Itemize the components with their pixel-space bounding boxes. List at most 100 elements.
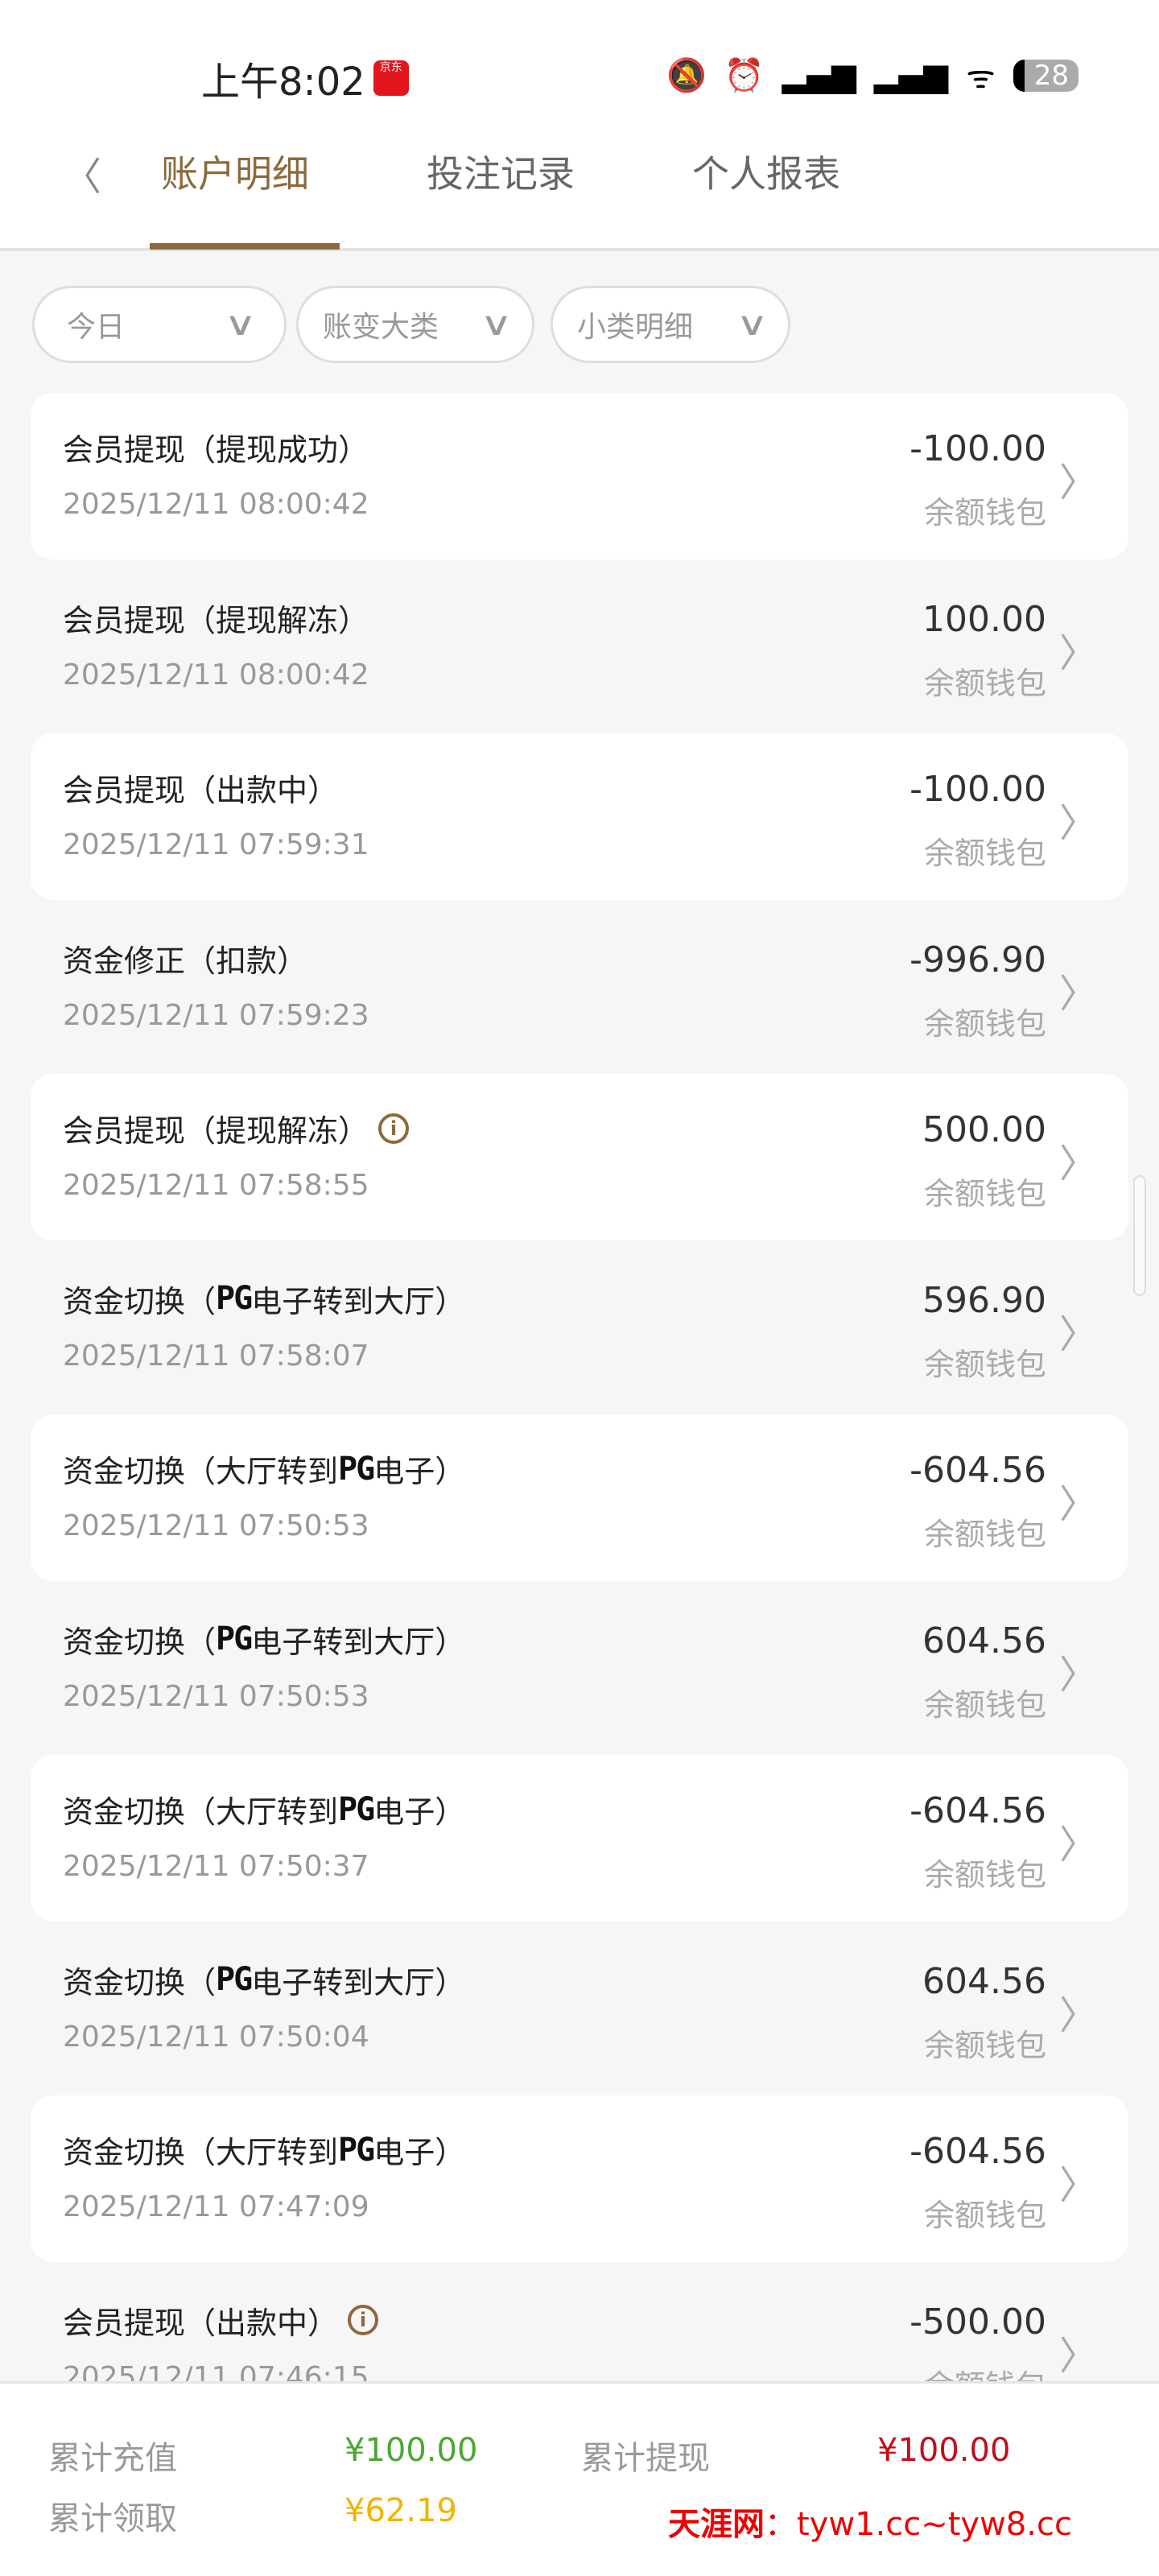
chevron-right-icon: 〉 <box>1058 630 1098 676</box>
transaction-row[interactable]: 资金切换（大厅转到 PG 电子） 2025/12/11 07:50:37 -604.5… <box>31 1755 1128 1922</box>
transaction-row[interactable]: 资金切换（ PG 电子转到大厅） 2025/12/11 07:58:07 596.90… <box>31 1245 1128 1411</box>
title-text-suffix: 电子） <box>373 1794 466 1830</box>
signal-icon: ▂▄▆ <box>873 56 949 94</box>
summary-footer: 累计充值 ¥100.00 累计提现 ¥100.00 累计领取 ¥62.19 天涯… <box>0 2381 1159 2576</box>
transaction-title: 会员提现（出款中） <box>63 766 338 810</box>
transaction-amount: -100.00 <box>909 428 1046 469</box>
title-text: 会员提现（提现解冻） <box>63 602 369 638</box>
chevron-right-icon: 〉 <box>1058 1141 1098 1187</box>
filter-label: 今日 <box>67 311 126 344</box>
wallet-label: 余额钱包 <box>923 2198 1046 2233</box>
transaction-date: 2025/12/11 08:00:42 <box>63 488 369 521</box>
transaction-date: 2025/12/11 07:50:37 <box>63 1850 369 1883</box>
wallet-label: 余额钱包 <box>923 836 1046 871</box>
transaction-amount: -604.56 <box>909 1450 1046 1491</box>
title-text-suffix: 电子） <box>373 1454 466 1489</box>
wallet-label: 余额钱包 <box>923 495 1046 530</box>
alarm-icon: ⏰ <box>724 57 765 94</box>
title-text: 资金切换（大厅转到 <box>63 1454 339 1489</box>
title-text: 会员提现（提现解冻） <box>63 1113 369 1149</box>
wallet-label: 余额钱包 <box>923 665 1046 701</box>
transaction-amount: -500.00 <box>909 2301 1046 2343</box>
wallet-label: 余额钱包 <box>923 1686 1046 1723</box>
wallet-label: 余额钱包 <box>923 2027 1046 2063</box>
transaction-title: 资金切换（大厅转到 PG 电子） <box>63 2128 465 2172</box>
watermark: 天涯网：tyw1.cc~tyw8.cc <box>668 2498 1072 2545</box>
transaction-amount: -604.56 <box>909 1790 1046 1831</box>
withdraw-label: 累计提现 <box>581 2440 710 2477</box>
wallet-label: 余额钱包 <box>923 1346 1046 1382</box>
recharge-label: 累计充值 <box>48 2440 177 2477</box>
wallet-label: 余额钱包 <box>923 1857 1046 1893</box>
transaction-title: 会员提现（提现解冻） <box>63 596 369 640</box>
chevron-right-icon: 〉 <box>1058 1652 1098 1698</box>
chevron-right-icon: 〉 <box>1058 2333 1098 2379</box>
transaction-date: 2025/12/11 07:59:31 <box>63 828 369 861</box>
title-text: 资金切换（大厅转到 <box>63 1794 339 1830</box>
transaction-title: 资金切换（ PG 电子转到大厅） <box>63 1958 465 2002</box>
active-tab-indicator <box>150 243 340 250</box>
title-text: 会员提现（提现成功） <box>63 432 369 468</box>
title-text-suffix: 电子转到大厅） <box>251 1964 466 2000</box>
chevron-down-icon: ∨ <box>223 306 257 343</box>
pg-logo: PG <box>216 1961 253 1998</box>
transaction-title: 资金切换（大厅转到 PG 电子） <box>63 1447 465 1491</box>
transaction-title: 会员提现（出款中） i <box>63 2298 379 2343</box>
transaction-row[interactable]: 资金切换（ PG 电子转到大厅） 2025/12/11 07:50:04 604.56… <box>31 1926 1128 2092</box>
wifi-icon: ᯤ <box>966 59 996 96</box>
transaction-row[interactable]: 资金切换（大厅转到 PG 电子） 2025/12/11 07:47:09 -604.5… <box>31 2095 1128 2262</box>
transaction-amount: -100.00 <box>909 769 1046 810</box>
jd-app-icon: 京东 <box>373 60 409 96</box>
filter-date[interactable]: 今日 ∨ <box>32 286 287 363</box>
title-text-suffix: 电子转到大厅） <box>251 1624 466 1660</box>
pg-logo: PG <box>216 1620 253 1657</box>
transaction-title: 资金修正（扣款） <box>63 936 307 980</box>
transaction-amount: -604.56 <box>909 2131 1046 2172</box>
transaction-row[interactable]: 资金切换（ PG 电子转到大厅） 2025/12/11 07:50:53 604.56… <box>31 1585 1128 1752</box>
filter-label: 小类明细 <box>577 311 694 344</box>
back-button[interactable]: 〈 <box>63 155 102 200</box>
title-text-suffix: 电子） <box>373 2135 466 2170</box>
title-text: 资金修正（扣款） <box>63 943 308 979</box>
info-icon[interactable]: i <box>348 2305 379 2335</box>
transaction-date: 2025/12/11 07:58:55 <box>63 1169 369 1202</box>
transaction-title: 会员提现（提现解冻） i <box>63 1106 410 1150</box>
transaction-title: 资金切换（ PG 电子转到大厅） <box>63 1617 465 1662</box>
transaction-amount: 604.56 <box>922 1620 1046 1662</box>
scrollbar[interactable] <box>1133 1175 1146 1296</box>
transaction-amount: 604.56 <box>922 1960 1046 2002</box>
transaction-row[interactable]: 会员提现（出款中） 2025/12/11 07:59:31 -100.00 余额钱… <box>31 733 1128 900</box>
watermark-text: ：tyw1.cc~tyw8.cc <box>765 2506 1072 2543</box>
info-icon[interactable]: i <box>378 1113 410 1144</box>
watermark-brand: 天涯网 <box>668 2506 765 2543</box>
tab-personal-report[interactable]: 个人报表 <box>692 152 840 196</box>
transaction-date: 2025/12/11 07:47:09 <box>63 2190 369 2223</box>
tab-bet-records[interactable]: 投注记录 <box>427 152 575 196</box>
chevron-right-icon: 〉 <box>1058 460 1098 506</box>
transaction-row[interactable]: 会员提现（提现成功） 2025/12/11 08:00:42 -100.00 余额… <box>31 393 1128 559</box>
transaction-amount: -996.90 <box>909 939 1046 980</box>
transaction-amount: 596.90 <box>922 1279 1046 1321</box>
transaction-row[interactable]: 资金切换（大厅转到 PG 电子） 2025/12/11 07:50:53 -604.5… <box>31 1414 1128 1581</box>
transaction-date: 2025/12/11 07:50:04 <box>63 2020 369 2054</box>
wallet-label: 余额钱包 <box>923 1176 1046 1212</box>
transaction-date: 2025/12/11 07:58:07 <box>63 1339 369 1373</box>
filter-subcategory[interactable]: 小类明细 ∨ <box>551 286 790 363</box>
claim-value: ¥62.19 <box>344 2492 457 2529</box>
header: 上午8:02 京东 🔕 ⏰ ▂▄▆ ▂▄▆ ᯤ 28 〈 账户明细 投注记录 个人… <box>0 0 1159 251</box>
tab-account-details[interactable]: 账户明细 <box>161 152 309 196</box>
transaction-row[interactable]: 会员提现（提现解冻） i 2025/12/11 07:58:55 500.00 余额… <box>31 1074 1128 1241</box>
signal-icon: ▂▄▆ <box>782 56 856 94</box>
filter-category[interactable]: 账变大类 ∨ <box>296 286 534 363</box>
transaction-row[interactable]: 会员提现（提现解冻） 2025/12/11 08:00:42 100.00 余额钱… <box>31 564 1128 730</box>
pg-logo: PG <box>338 1450 375 1488</box>
chevron-right-icon: 〉 <box>1058 1823 1098 1868</box>
chevron-down-icon: ∨ <box>479 306 513 343</box>
status-icons: 🔕 ⏰ ▂▄▆ ▂▄▆ ᯤ 28 <box>666 53 1079 97</box>
chevron-right-icon: 〉 <box>1058 801 1098 846</box>
title-text: 会员提现（出款中） <box>63 773 339 808</box>
title-text: 资金切换（ <box>63 1283 217 1319</box>
transaction-row[interactable]: 资金修正（扣款） 2025/12/11 07:59:23 -996.90 余额钱包… <box>31 904 1128 1071</box>
title-text: 资金切换（大厅转到 <box>63 2135 339 2170</box>
chevron-down-icon: ∨ <box>735 306 769 343</box>
